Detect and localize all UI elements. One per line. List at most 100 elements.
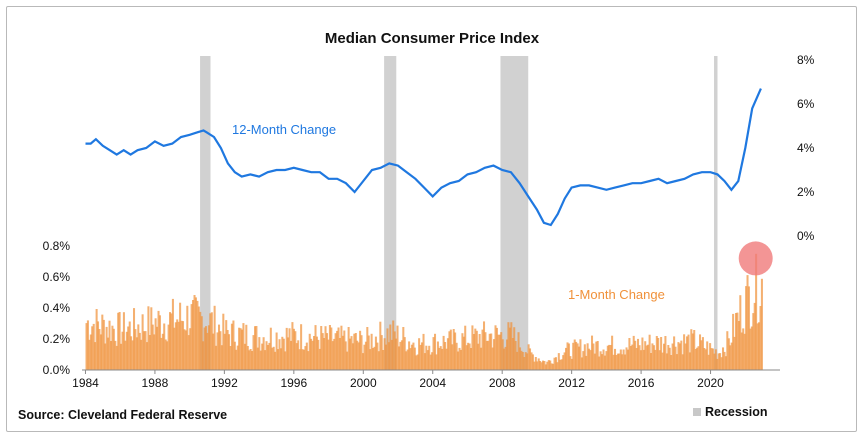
one-month-bar [418,338,421,370]
one-month-bar [758,322,761,370]
one-month-bar [480,347,483,370]
one-month-bar [95,309,98,370]
one-month-bar [212,333,215,370]
one-month-bar [277,349,280,370]
one-month-bar [269,327,272,370]
one-month-bar [176,319,179,370]
one-month-bar [369,349,372,370]
one-month-bar [647,344,650,370]
one-month-bar [743,333,746,370]
one-month-bar [143,331,146,370]
one-month-bar [236,345,239,370]
one-month-bar [226,330,229,370]
one-month-bar [239,328,242,370]
one-month-bar [133,308,136,370]
recession-legend-swatch [693,408,701,416]
x-axis-ticks: 1984 1988 1992 1996 2000 2004 2008 2012 2016 2020 [72,370,724,390]
one-month-bar [374,336,377,370]
one-month-bar [442,335,445,370]
one-month-bar [196,300,199,370]
one-month-bar [536,361,539,370]
one-month-bar [403,337,406,370]
one-month-bar [387,342,390,370]
one-month-bar [739,295,742,370]
one-month-bar [686,336,689,370]
one-month-bar [481,329,484,370]
one-month-bar [539,361,542,370]
one-month-bar [755,253,758,371]
one-month-bar [154,318,157,370]
one-month-bar [398,346,401,370]
one-month-bar [421,342,424,370]
right-axis-tick-label: 2% [797,185,815,199]
one-month-bar [220,345,223,370]
one-month-bar [664,336,667,370]
one-month-bar [360,335,363,370]
one-month-bar [663,343,666,370]
one-month-bar [284,351,287,370]
one-month-bar [363,344,366,370]
one-month-bar [508,327,511,370]
one-month-bar [182,321,185,370]
one-month-bar [665,353,668,370]
x-axis-tick-label: 1992 [211,376,238,390]
one-month-bar [674,346,677,370]
one-month-bar [629,346,632,370]
one-month-bar [428,345,431,370]
one-month-bar [410,344,413,370]
one-month-bar [526,353,529,370]
one-month-bar [383,338,386,370]
one-month-bar [215,345,218,370]
one-month-bar [737,321,740,370]
one-month-bar [588,348,591,370]
one-month-bar [639,350,642,370]
one-month-bar [546,361,549,370]
one-month-bar [714,349,717,370]
one-month-bar [671,343,674,370]
one-month-bar [547,360,550,370]
one-month-bar [673,336,676,370]
one-month-bar [608,344,611,370]
one-month-bar [150,307,153,370]
one-month-bar [524,352,527,370]
one-month-bar [491,347,494,370]
one-month-bar [148,335,151,370]
right-axis-tick-label: 8% [797,53,815,67]
one-month-bar [88,339,91,370]
one-month-bar [232,320,235,370]
one-month-bar [455,342,458,370]
one-month-bar [229,346,232,370]
one-month-bar [595,341,598,370]
one-month-bar [750,326,753,370]
one-month-bar [137,324,140,370]
one-month-bar [602,349,605,370]
one-month-bar [370,333,373,370]
one-month-bar [327,339,330,370]
one-month-bar [638,345,641,370]
one-month-bar [160,337,163,370]
one-month-bar [158,315,161,370]
one-month-bar [500,332,503,370]
one-month-bar [468,343,471,370]
one-month-bar [351,343,354,370]
one-month-bar [174,322,177,370]
one-month-bar [300,324,303,370]
one-month-bar [586,343,589,370]
one-month-bar [343,330,346,370]
one-month-bar [559,359,562,370]
one-month-bar [434,333,437,370]
one-month-bar [619,349,622,370]
one-month-bar [419,344,422,370]
one-month-bar [730,342,733,370]
x-axis-tick-label: 2004 [419,376,446,390]
x-axis-tick-label: 2020 [697,376,724,390]
one-month-bar [736,312,739,370]
one-month-bar [264,350,267,370]
one-month-bar [278,339,281,370]
one-month-bar [537,358,540,370]
one-month-bar [373,346,376,370]
one-month-bar [146,342,149,370]
one-month-bar [691,333,694,370]
one-month-bar [114,340,117,370]
one-month-bar [670,355,673,370]
